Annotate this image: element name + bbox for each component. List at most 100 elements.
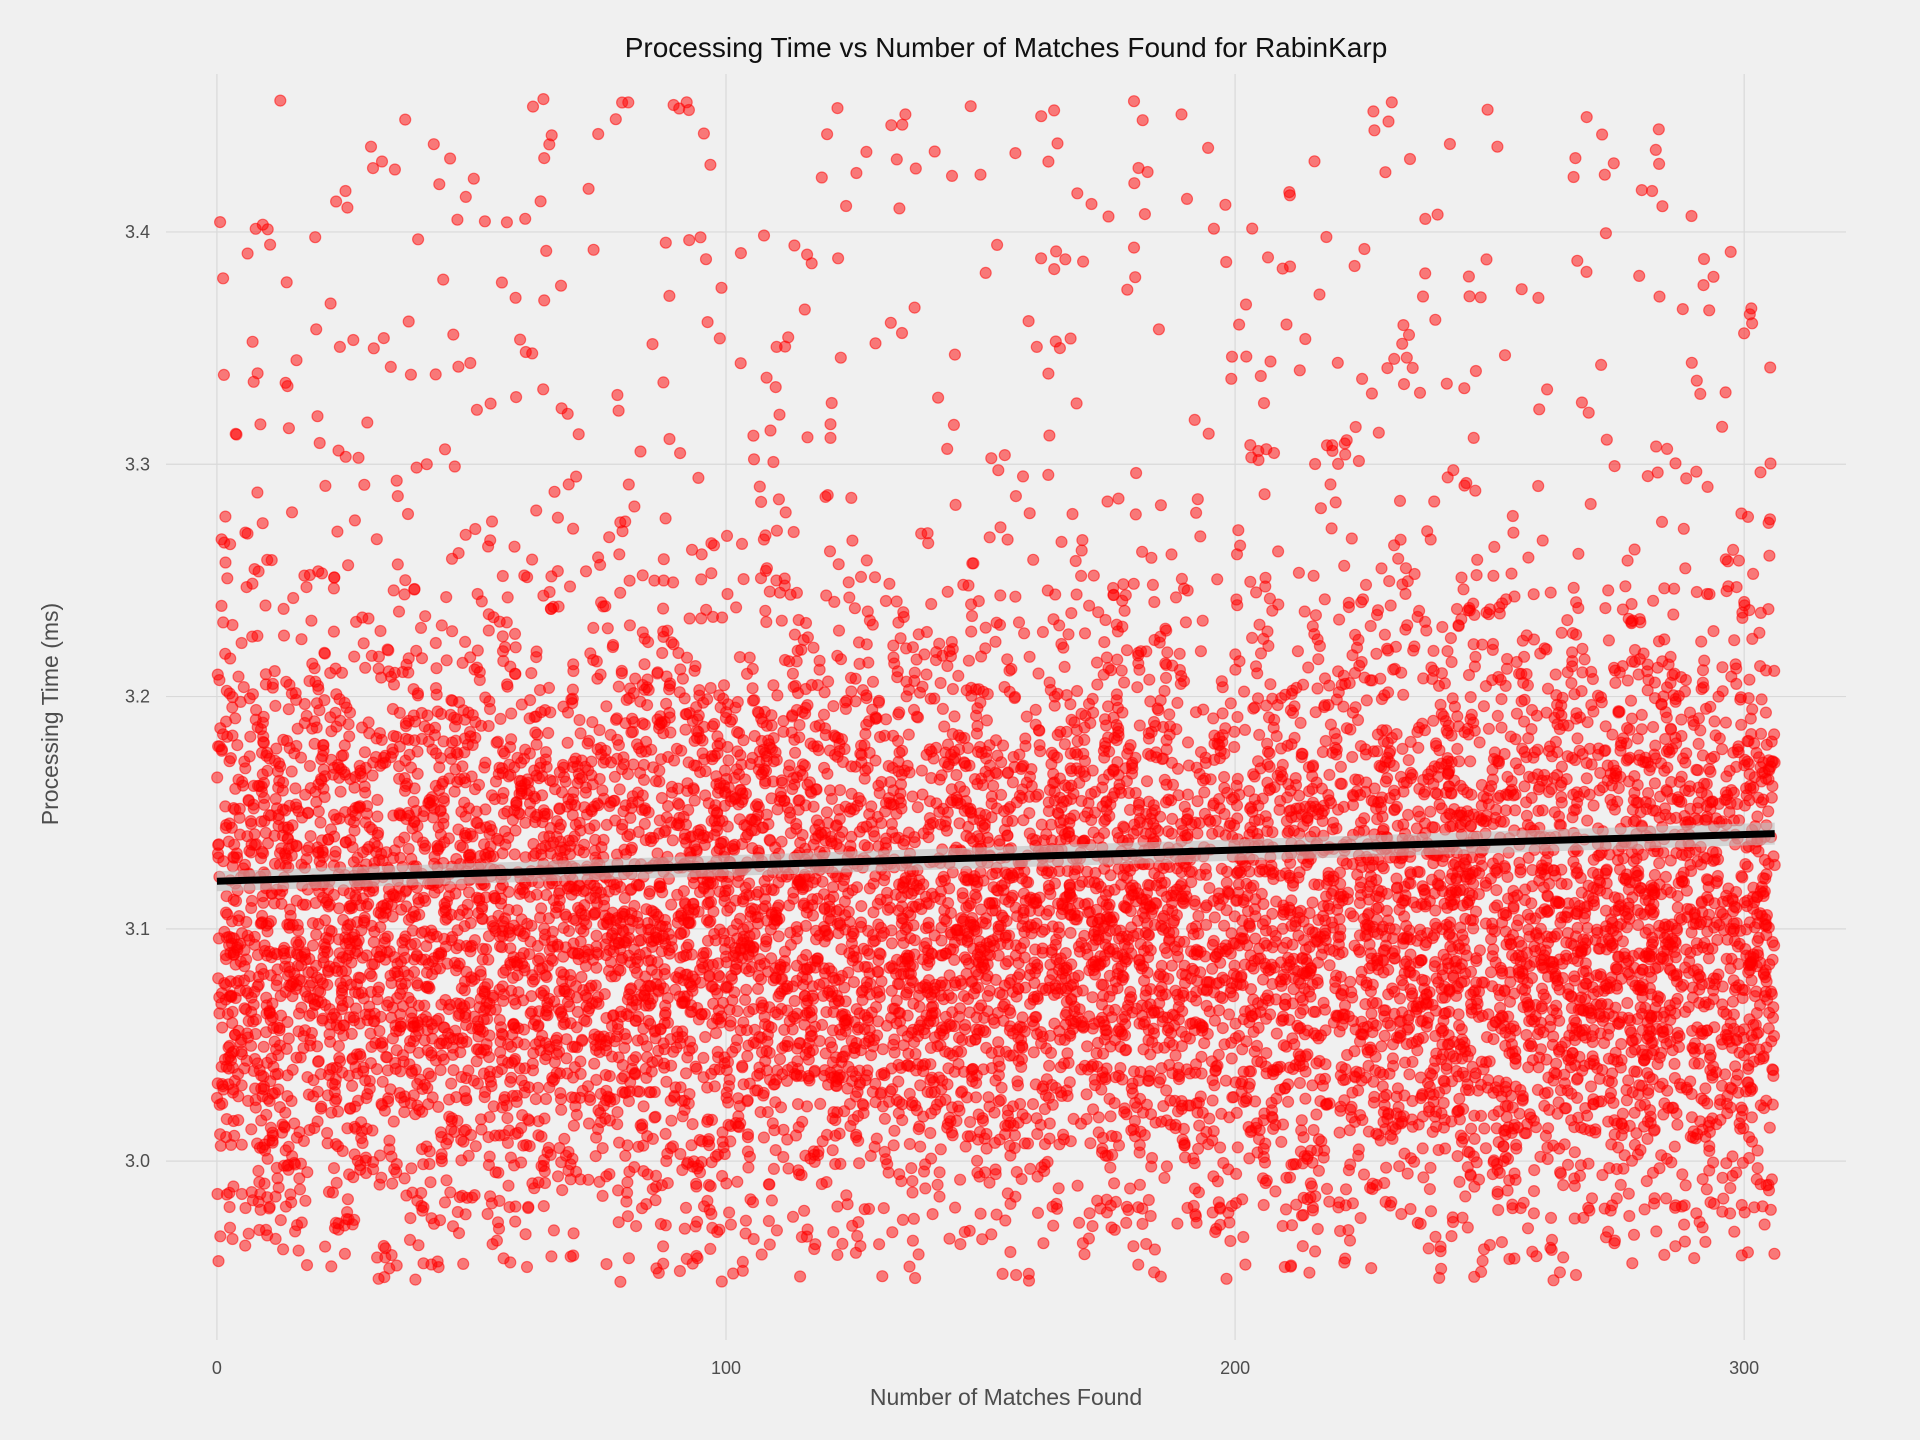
data-point	[295, 1001, 308, 1014]
data-point	[1735, 718, 1748, 731]
data-point	[242, 1227, 255, 1240]
data-point	[1228, 740, 1241, 754]
data-point	[1078, 1248, 1091, 1261]
data-point	[298, 697, 311, 711]
data-point	[530, 645, 543, 658]
data-point	[1196, 614, 1209, 627]
data-point	[500, 216, 513, 229]
data-point	[1500, 662, 1514, 675]
data-point	[1295, 1114, 1308, 1127]
data-point	[526, 1057, 539, 1070]
data-point	[815, 1018, 829, 1032]
data-point	[760, 615, 773, 629]
data-point	[1070, 684, 1084, 698]
data-point	[997, 1014, 1010, 1027]
data-point	[444, 152, 457, 165]
data-point	[643, 887, 656, 901]
data-point	[1042, 367, 1055, 380]
data-point	[219, 510, 232, 523]
data-point	[949, 498, 962, 511]
data-point	[1367, 105, 1380, 118]
data-point	[1049, 588, 1062, 601]
data-point	[907, 703, 921, 717]
data-point	[582, 182, 595, 195]
data-point	[1291, 645, 1305, 658]
data-point	[259, 599, 272, 612]
data-point	[860, 554, 873, 567]
data-point	[747, 453, 761, 466]
data-point	[1454, 921, 1467, 934]
data-point	[1348, 628, 1362, 641]
data-point	[980, 714, 994, 727]
data-point	[1220, 1272, 1233, 1285]
data-point	[1413, 810, 1426, 823]
data-point	[1115, 664, 1128, 677]
data-point	[1132, 1258, 1145, 1271]
data-point	[1649, 739, 1662, 752]
data-point	[767, 679, 780, 692]
data-point	[592, 127, 605, 141]
data-point	[1641, 470, 1654, 483]
data-point	[277, 602, 290, 616]
data-point	[1061, 1047, 1074, 1060]
data-point	[1032, 667, 1045, 680]
data-point	[1027, 553, 1040, 566]
data-point	[1527, 1207, 1541, 1220]
data-point	[623, 574, 636, 587]
data-point	[1297, 1131, 1310, 1144]
data-point	[252, 565, 265, 578]
data-point	[682, 938, 695, 951]
data-point	[777, 1123, 790, 1136]
data-point	[341, 201, 354, 214]
data-point	[992, 464, 1005, 477]
data-point	[440, 1174, 453, 1187]
data-point	[897, 606, 910, 619]
data-point	[1076, 255, 1090, 268]
data-point	[862, 1202, 876, 1216]
data-point	[1127, 95, 1141, 108]
data-point	[437, 273, 450, 286]
data-point	[594, 668, 607, 681]
data-point	[979, 266, 992, 279]
data-point	[902, 683, 916, 696]
data-point	[1429, 313, 1442, 326]
data-point	[348, 514, 361, 527]
data-point	[1660, 1152, 1674, 1165]
data-point	[899, 108, 912, 121]
data-point	[1280, 318, 1293, 331]
data-point	[1498, 349, 1512, 362]
data-point	[990, 238, 1004, 251]
data-point	[1599, 601, 1612, 615]
data-point	[500, 616, 513, 629]
data-point	[1428, 495, 1441, 508]
data-point	[334, 785, 347, 798]
data-point	[412, 233, 425, 246]
data-point	[797, 1204, 811, 1217]
data-point	[1108, 1003, 1122, 1016]
data-point	[950, 768, 963, 782]
data-point	[1084, 787, 1098, 801]
data-point	[1503, 1252, 1516, 1266]
data-point	[403, 1233, 417, 1247]
data-point	[1515, 283, 1528, 296]
data-point	[1743, 673, 1756, 686]
data-point	[762, 1178, 776, 1191]
data-point	[1228, 725, 1241, 738]
data-point	[386, 1177, 399, 1190]
data-point	[1569, 1268, 1583, 1282]
data-point	[908, 1271, 922, 1285]
data-point	[1656, 200, 1669, 213]
data-point	[762, 1214, 776, 1228]
data-point	[1016, 470, 1030, 483]
data-point	[1757, 1052, 1770, 1065]
data-point	[1653, 857, 1666, 870]
data-point	[343, 730, 356, 743]
data-point	[1737, 327, 1751, 340]
data-point	[1582, 406, 1595, 419]
data-point	[1350, 641, 1364, 654]
data-point	[1730, 677, 1743, 691]
data-point	[1397, 688, 1410, 701]
data-point	[1237, 1230, 1250, 1244]
data-point	[438, 443, 452, 456]
